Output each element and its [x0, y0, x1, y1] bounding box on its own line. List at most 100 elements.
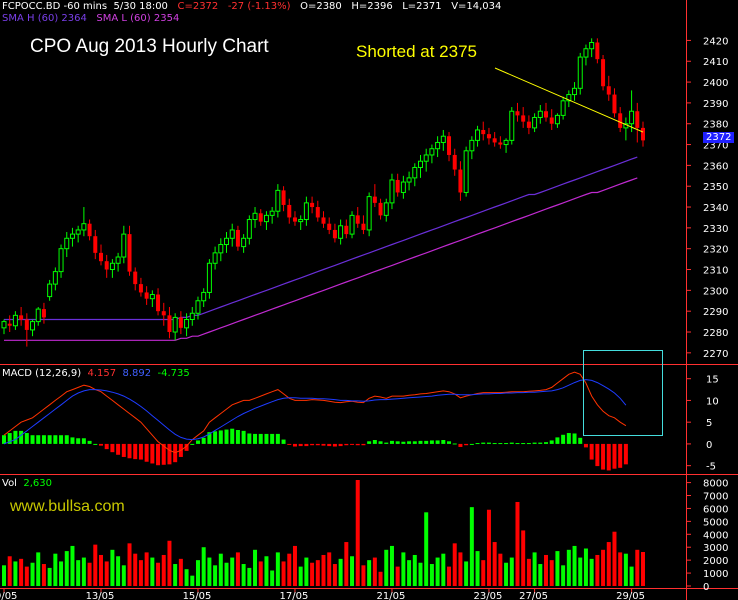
volume-label: V=14,034 [451, 1, 502, 12]
candle-body [589, 41, 595, 50]
macd-hist-bar [59, 435, 64, 444]
volume-bar [486, 509, 491, 586]
volume-bar [350, 556, 355, 586]
change-label: -27 (-1.13%) [227, 1, 291, 12]
macd-hist-bar [606, 443, 611, 471]
volume-bar [635, 549, 640, 586]
volume-bar [298, 566, 303, 586]
volume-bar [253, 549, 258, 586]
volume-bar [447, 566, 452, 586]
volume-bar [24, 566, 29, 586]
time-tick-label: 23/05 [474, 591, 503, 600]
volume-bar [521, 530, 526, 586]
macd-hist-bar [7, 433, 12, 444]
low-label: L=2371 [402, 1, 442, 12]
volume-bar [561, 565, 566, 586]
candle-body [526, 121, 531, 128]
macd-hist-bar [133, 443, 138, 460]
macd-hist-bar [458, 443, 463, 447]
price-tick-label: 2300 [703, 286, 728, 297]
macd-hist-bar [2, 435, 6, 444]
price-tick-label: 2350 [703, 182, 728, 193]
candle-body [395, 179, 400, 193]
macd-hist-bar [116, 443, 121, 455]
macd-hist-bar [19, 430, 24, 444]
candle-body [310, 202, 315, 208]
volume-bar [578, 557, 583, 586]
candle-body [486, 134, 491, 139]
volume-bar [389, 545, 394, 586]
macd-hist-bar [469, 443, 474, 445]
macd-hist-bar [213, 431, 218, 444]
macd-hist-bar [475, 443, 480, 445]
candle-body [1, 321, 7, 329]
short-annotation: Shorted at 2375 [356, 42, 477, 61]
candle-body [383, 202, 389, 216]
macd-hist-bar [350, 443, 355, 445]
candle-body [583, 48, 589, 58]
volume-bar [258, 561, 263, 586]
volume-bar [338, 558, 343, 586]
macd-hist-bar [389, 440, 394, 444]
volume-bar [407, 560, 412, 586]
volume-bar [526, 558, 531, 586]
macd-hist-bar [247, 433, 252, 444]
macd-hist-bar [258, 433, 263, 444]
macd-hist-bar [578, 437, 583, 444]
volume-bar [606, 542, 611, 586]
candle-body [549, 117, 554, 124]
volume-bar [110, 549, 115, 586]
vol-legend-value: 2,630 [23, 478, 52, 489]
candle-body [498, 142, 503, 145]
macd-hist-bar [310, 443, 315, 446]
volume-bar [93, 544, 98, 586]
candle-body [406, 177, 412, 183]
volume-bar [595, 554, 600, 586]
macd-axis: -5 0 5 10 15 [686, 375, 719, 473]
candle-body [327, 223, 332, 230]
candle-body [275, 189, 281, 212]
volume-bar [178, 558, 183, 586]
high-label: H=2396 [351, 1, 393, 12]
candle-body [287, 204, 292, 218]
volume-bar [321, 554, 326, 586]
macd-tick-label: -5 [706, 462, 716, 473]
macd-hist-bar [492, 443, 497, 445]
time-tick-label: 15/05 [183, 591, 212, 600]
volume-tick-label: 7000 [703, 492, 728, 503]
volume-bar [458, 552, 463, 586]
volume-bar [372, 557, 377, 586]
volume-bar [213, 565, 218, 586]
candle-body [58, 248, 64, 273]
volume-bar [161, 554, 166, 586]
volume-bar [230, 557, 235, 586]
time-tick-label: 29/05 [616, 591, 645, 600]
macd-hist-bar [395, 441, 400, 444]
macd-hist-bar [270, 433, 275, 444]
candle-body [361, 223, 366, 230]
candle-body [452, 154, 457, 170]
volume-tick-label: 0 [703, 582, 709, 593]
candle-body [372, 196, 377, 203]
volume-bar [195, 560, 200, 586]
candle-body [435, 141, 441, 150]
price-tick-label: 2270 [703, 349, 728, 360]
macd-hist-bar [275, 433, 280, 444]
macd-hist-bar [338, 443, 343, 447]
volume-bar [116, 556, 121, 586]
candle-body [344, 225, 349, 235]
candle-body [458, 169, 463, 193]
time-axis: 09/05 13/05 15/05 17/05 21/05 23/05 27/05 29/05 [0, 588, 645, 600]
last-price-tag: 2372 [703, 132, 735, 143]
volume-bar [304, 557, 309, 586]
candle-body [156, 294, 161, 312]
price-tick-label: 2360 [703, 161, 728, 172]
macd-hist-bar [201, 437, 206, 444]
macd-hist-bar [435, 440, 440, 444]
volume-bar [395, 566, 400, 586]
volume-bar [310, 562, 315, 586]
macd-hist-bar [121, 443, 126, 457]
vol-legend-name: Vol [2, 478, 17, 489]
volume-tick-label: 3000 [703, 543, 728, 554]
